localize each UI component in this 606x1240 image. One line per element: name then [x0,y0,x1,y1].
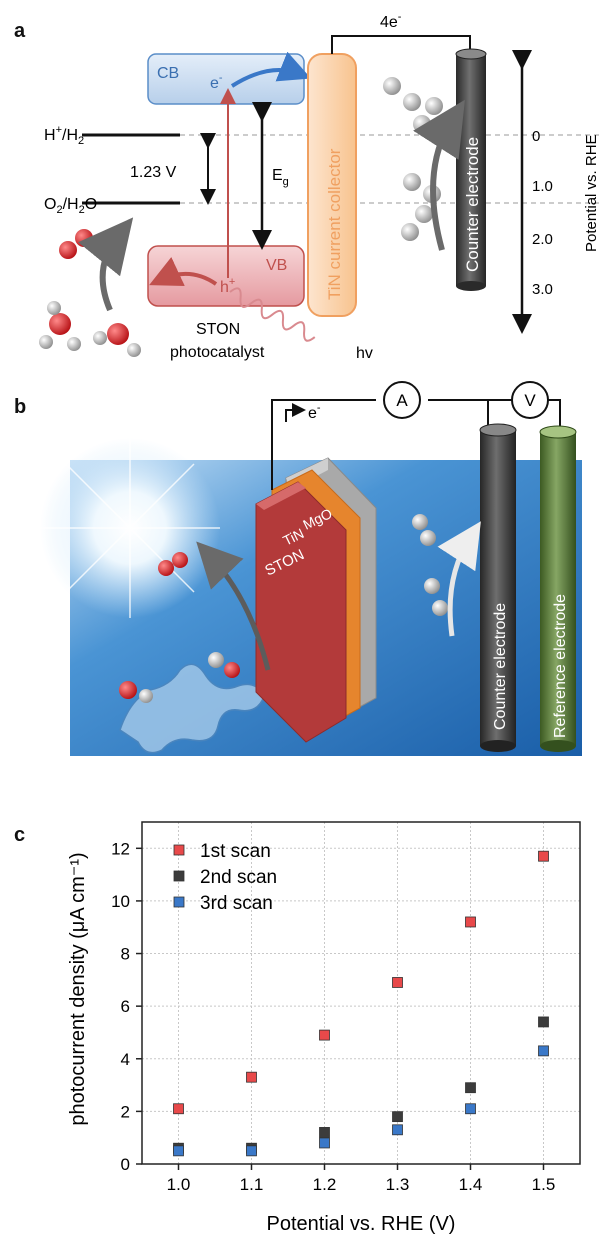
water-oxygen-molecules [39,229,141,357]
potential-axis-label: Potential vs. RHE [583,134,600,252]
gap-voltage-label: 1.23 V [130,164,177,181]
point-s1-4 [392,977,403,988]
vb-label: VB [266,257,287,274]
photon-wave [229,287,316,342]
point-s3-2 [246,1145,257,1157]
x-tick-label-0: 1.0 [167,1175,191,1194]
y-tick-label-0: 0 [121,1155,130,1174]
counter-electrode-label: Counter electrode [463,137,482,272]
potential-tick-1: 1.0 [532,178,553,195]
point-s3-3 [319,1137,330,1149]
photoelectrode-stack [255,457,377,743]
point-s2-6 [538,1016,549,1028]
point-s2-4 [392,1111,403,1123]
potential-tick-0: 0 [532,128,540,145]
photocurrent-chart: 1.0 1.1 1.2 1.3 1.4 1.5 0 2 4 6 8 10 12 Potential vs.… [67,821,581,1235]
tin-current-collector-label: TiN current collector [325,148,344,300]
x-tick-label-3: 1.3 [386,1175,410,1194]
oxygen-water-molecules-b [119,552,240,703]
ammeter-label: A [396,391,408,410]
potential-tick-3: 3.0 [532,281,553,298]
sun-rays [40,438,220,618]
valence-band-box [147,245,305,307]
x-tick-label-1: 1.1 [240,1175,264,1194]
ammeter [383,381,421,419]
point-s1-2 [246,1071,257,1083]
photocatalyst-label-line1: STON [196,321,240,338]
point-s3-6 [538,1045,549,1057]
photon-label: hv [356,345,373,362]
point-s3-4 [392,1124,403,1136]
circuit-wire-left [271,399,376,490]
h2-evolution-arrow [413,99,465,251]
o2-evolution-arrow [78,217,134,312]
point-s1-6 [538,850,549,862]
legend-marker-2 [173,870,185,882]
point-s3-1 [173,1145,184,1157]
point-s1-1 [173,1103,184,1115]
panel-b-letter: b [14,396,27,418]
point-s2-3 [319,1127,330,1138]
y-tick-label-1: 2 [121,1102,130,1121]
hole-transfer-arrow [149,257,218,287]
legend-label-3: 3rd scan [200,893,273,914]
electron-label: e- [210,72,223,92]
hydrogen-molecules-b [412,514,448,616]
point-s1-5 [465,916,476,928]
band-diagram: 1.23 V H+/H2 O2/H2O CB e- VB h+ Eg TiN c… [39,11,600,362]
external-wire [331,35,471,54]
hole-label: h+ [220,276,235,296]
y-tick-label-4: 8 [121,945,130,964]
potential-tick-2: 2.0 [532,231,553,248]
legend-marker-1 [173,844,185,856]
y-tick-label-3: 6 [121,997,130,1016]
reference-electrode-label: Reference electrode [552,594,569,738]
circuit-wire-reference [548,399,561,438]
point-s1-3 [319,1029,330,1041]
four-electron-label: 4e- [380,11,402,31]
photocatalyst-label-line2: photocatalyst [170,344,265,361]
voltmeter [511,381,549,419]
x-tick-label-4: 1.4 [459,1175,483,1194]
x-tick-label-2: 1.2 [313,1175,337,1194]
bandgap-label: Eg [272,167,289,188]
y-tick-label-6: 12 [111,839,130,858]
h-couple-label: H+/H2 [44,124,84,147]
y-tick-label-5: 10 [111,892,130,911]
panel-a-letter: a [14,20,26,42]
counter-electrode [456,54,486,286]
counter-electrode-b-label: Counter electrode [492,603,509,730]
legend-label-2: 2nd scan [200,867,277,888]
x-tick-label-5: 1.5 [532,1175,556,1194]
device-schematic: MgO TiN STON e- A V Counter electrode Re… [40,381,582,756]
o-couple-label: O2/H2O [44,196,97,216]
y-tick-label-2: 4 [121,1050,130,1069]
plot-frame [141,821,581,1165]
point-s2-5 [465,1082,476,1094]
voltmeter-label: V [524,391,536,410]
circuit-wire-right [428,399,495,442]
o2-evolution-arrow-b [196,541,271,671]
panel-c-letter: c [14,824,26,846]
electron-transfer-arrow [230,51,312,88]
cb-label: CB [157,65,179,82]
h2-evolution-arrow-b [437,521,481,637]
electron-flow-label: e- [308,402,321,422]
legend-label-1: 1st scan [200,841,271,862]
point-s3-5 [465,1103,476,1115]
legend-marker-3 [173,896,185,908]
counter-electrode-b [480,430,516,746]
electron-flow-arrow [285,403,306,422]
reference-electrode [540,432,576,746]
x-axis-label: Potential vs. RHE (V) [267,1213,456,1235]
y-axis-label: photocurrent density (μA cm⁻¹) [67,852,89,1125]
